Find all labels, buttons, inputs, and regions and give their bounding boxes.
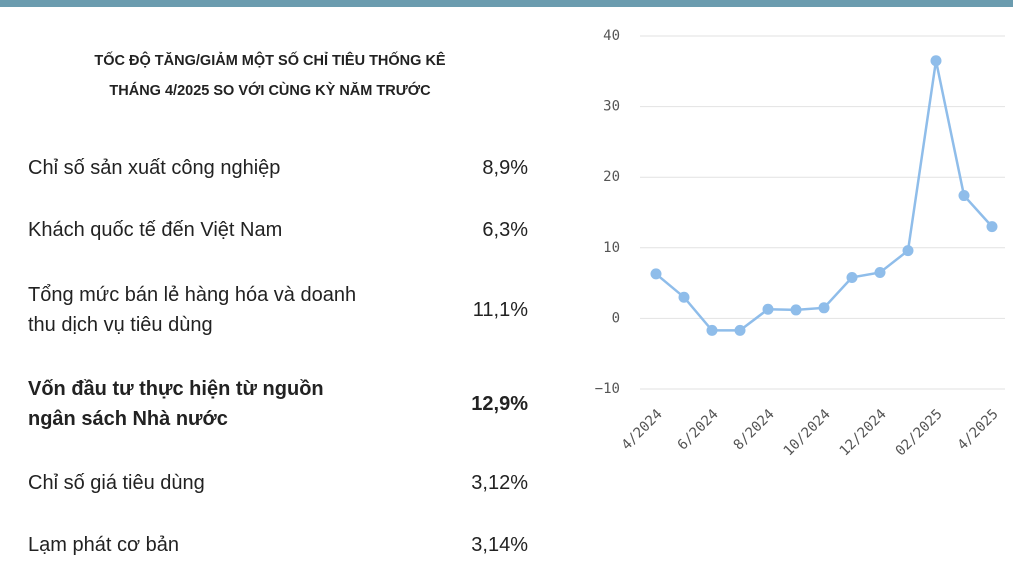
- stat-label: Tổng mức bán lẻ hàng hóa và doanh thu dị…: [28, 284, 357, 336]
- x-tick-label: 02/2025: [893, 406, 946, 459]
- data-line: [655, 60, 993, 332]
- data-point: [734, 324, 746, 336]
- y-tick-label: 40: [603, 28, 620, 44]
- stat-value: 6,3%: [482, 219, 528, 241]
- stat-label: Chỉ số giá tiêu dùng: [28, 472, 205, 494]
- stat-value: 12,9%: [471, 393, 528, 415]
- data-point: [762, 303, 774, 315]
- data-point: [650, 268, 662, 280]
- stat-value: 11,1%: [472, 299, 528, 321]
- x-tick-label: 8/2024: [731, 406, 778, 453]
- data-point: [902, 245, 914, 257]
- top-bar: [0, 0, 1013, 7]
- x-tick-label: 6/2024: [675, 406, 722, 453]
- stat-value: 3,12%: [471, 472, 528, 494]
- stat-label: Lạm phát cơ bản: [28, 534, 179, 556]
- data-point: [874, 267, 886, 279]
- title-line: THÁNG 4/2025 SO VỚI CÙNG KỲ NĂM TRƯỚC: [109, 83, 431, 99]
- title-line: TỐC ĐỘ TĂNG/GIẢM MỘT SỐ CHỈ TIÊU THỐNG K…: [94, 53, 446, 69]
- y-tick-label: 30: [603, 99, 620, 115]
- data-point: [846, 271, 858, 283]
- y-tick-label: 0: [612, 310, 620, 326]
- stat-value: 3,14%: [471, 534, 528, 556]
- x-tick-label: 10/2024: [781, 406, 834, 459]
- x-tick-label: 4/2024: [619, 406, 666, 453]
- stat-value: 8,9%: [482, 157, 528, 179]
- stat-label: Chỉ số sản xuất công nghiệp: [28, 157, 281, 179]
- y-tick-label: −10: [595, 381, 620, 397]
- x-tick-label: 12/2024: [837, 406, 890, 459]
- stat-label: Khách quốc tế đến Việt Nam: [28, 219, 283, 241]
- data-point: [986, 221, 998, 233]
- data-point: [930, 55, 942, 67]
- stat-label: Vốn đầu tư thực hiện từ nguồn ngân sách …: [28, 378, 324, 430]
- title: TỐC ĐỘ TĂNG/GIẢM MỘT SỐ CHỈ TIÊU THỐNG K…: [30, 46, 510, 106]
- data-point: [818, 302, 830, 314]
- x-tick-label: 4/2025: [955, 406, 1002, 453]
- data-point: [678, 291, 690, 303]
- data-point: [958, 190, 970, 202]
- y-tick-label: 20: [603, 169, 620, 185]
- data-point: [790, 304, 802, 316]
- y-tick-label: 10: [603, 240, 620, 256]
- data-point: [706, 324, 718, 336]
